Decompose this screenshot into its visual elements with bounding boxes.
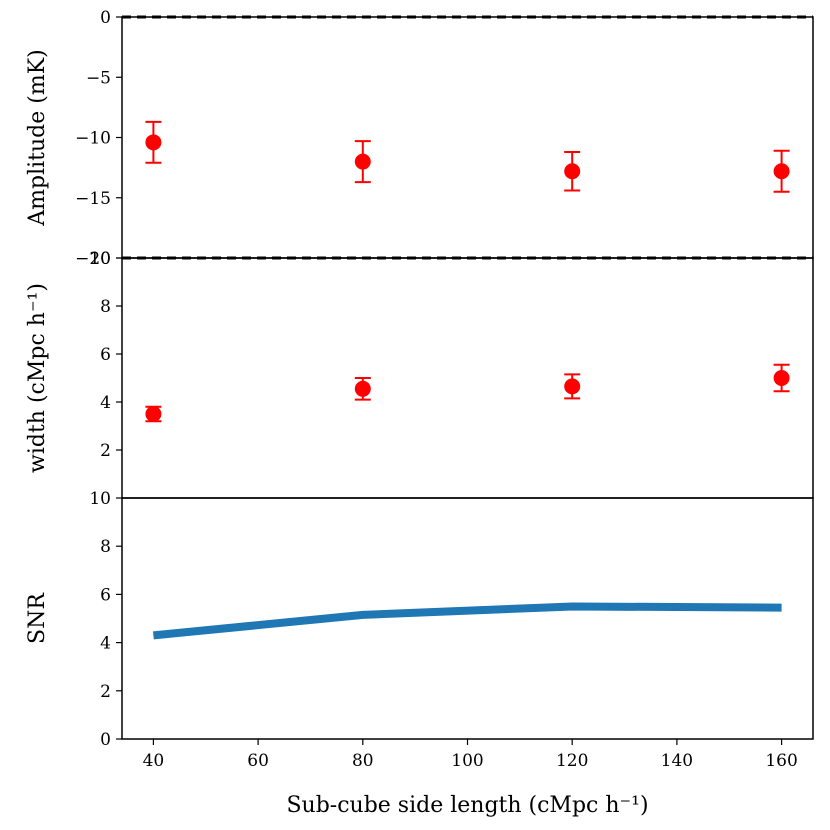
y-tick-label: −10	[75, 129, 111, 149]
y-tick-label: −5	[86, 68, 111, 88]
y-tick-label: 2	[100, 682, 111, 702]
y-tick-label: 6	[100, 345, 111, 365]
x-tick-label: 40	[143, 751, 165, 771]
panel-frame	[121, 257, 814, 499]
x-tick-label: 100	[451, 751, 483, 771]
y-tick-label: 6	[100, 585, 111, 605]
data-point	[145, 406, 162, 422]
y-tick-label: 10	[89, 249, 111, 269]
y-tick-label: 4	[100, 393, 111, 413]
data-point	[354, 153, 371, 170]
data-point	[773, 370, 790, 386]
x-tick-label: 140	[661, 751, 693, 771]
data-point	[564, 163, 581, 180]
y-tick-label: −15	[75, 189, 111, 209]
y-axis-label: Amplitude (mK)	[25, 49, 50, 226]
y-tick-label: 2	[100, 441, 111, 461]
series-line	[153, 602, 782, 640]
x-tick-label: 120	[556, 751, 588, 771]
data-point	[354, 380, 371, 397]
y-tick-label: 10	[89, 489, 111, 509]
y-tick-label: 0	[100, 730, 111, 750]
data-point	[145, 134, 162, 151]
y-tick-label: 0	[100, 8, 111, 28]
y-axis-label: SNR	[25, 592, 50, 644]
x-tick-label: 60	[247, 751, 269, 771]
panel-frame	[121, 497, 814, 740]
x-axis-label: Sub-cube side length (cMpc h⁻¹)	[286, 793, 648, 818]
x-tick-label: 80	[352, 751, 374, 771]
panel-frame	[121, 16, 814, 259]
data-point	[564, 378, 581, 395]
y-tick-label: 8	[100, 537, 111, 557]
x-tick-label: 160	[765, 751, 797, 771]
y-tick-label: 4	[100, 634, 111, 654]
data-point	[773, 163, 790, 180]
y-tick-label: −20	[75, 249, 111, 269]
y-axis-label: width (cMpc h⁻¹)	[25, 283, 50, 473]
y-tick-label: 8	[100, 297, 111, 317]
